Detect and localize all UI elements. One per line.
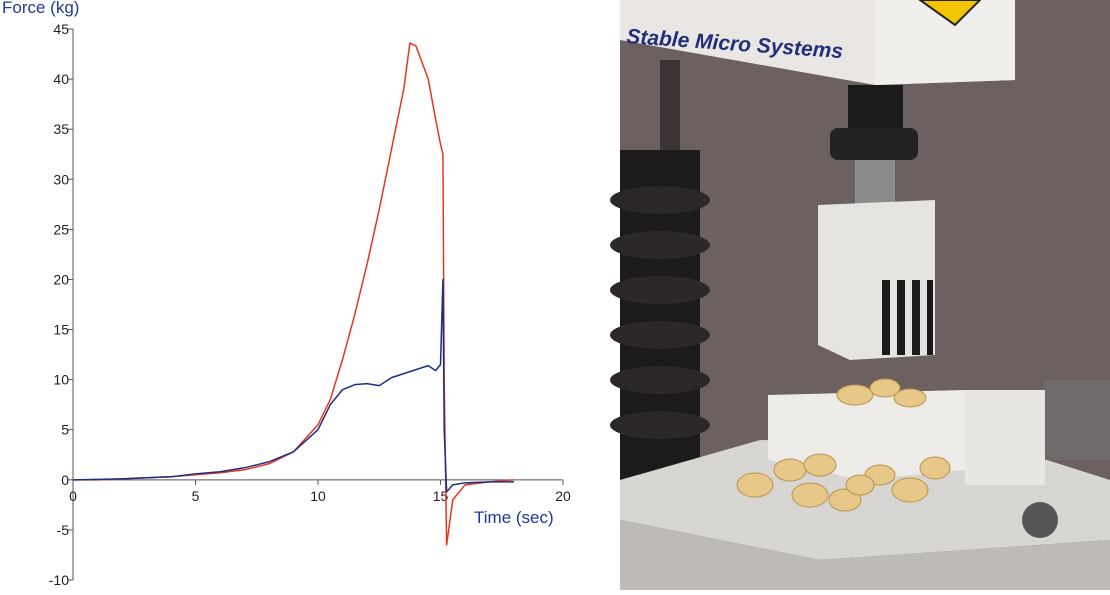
x-axis-title: Time (sec) [474, 508, 554, 527]
y-tick-label: -5 [57, 522, 70, 538]
y-tick-label: 5 [61, 422, 69, 438]
y-tick-label: 10 [53, 372, 69, 388]
data-line [72, 278, 514, 493]
data-line [73, 42, 515, 546]
y-tick-label: 15 [53, 322, 69, 338]
y-tick-label: 0 [61, 472, 69, 488]
x-tick-label: 0 [69, 488, 77, 504]
y-tick-label: 45 [53, 21, 69, 37]
x-tick-label: 5 [192, 488, 200, 504]
photo: Stable Micro Systems [610, 0, 1110, 590]
x-tick-label: 20 [555, 488, 571, 504]
x-tick-label: 15 [433, 488, 449, 504]
y-tick-label: 25 [53, 221, 69, 237]
x-tick-label: 10 [310, 488, 326, 504]
y-tick-label: 35 [53, 121, 69, 137]
y-tick-label: 30 [53, 171, 69, 187]
y-axis-title: Force (kg) [2, 0, 79, 17]
y-tick-label: 40 [53, 71, 69, 87]
y-tick-label: 20 [53, 271, 69, 287]
y-tick-label: -10 [49, 572, 69, 588]
